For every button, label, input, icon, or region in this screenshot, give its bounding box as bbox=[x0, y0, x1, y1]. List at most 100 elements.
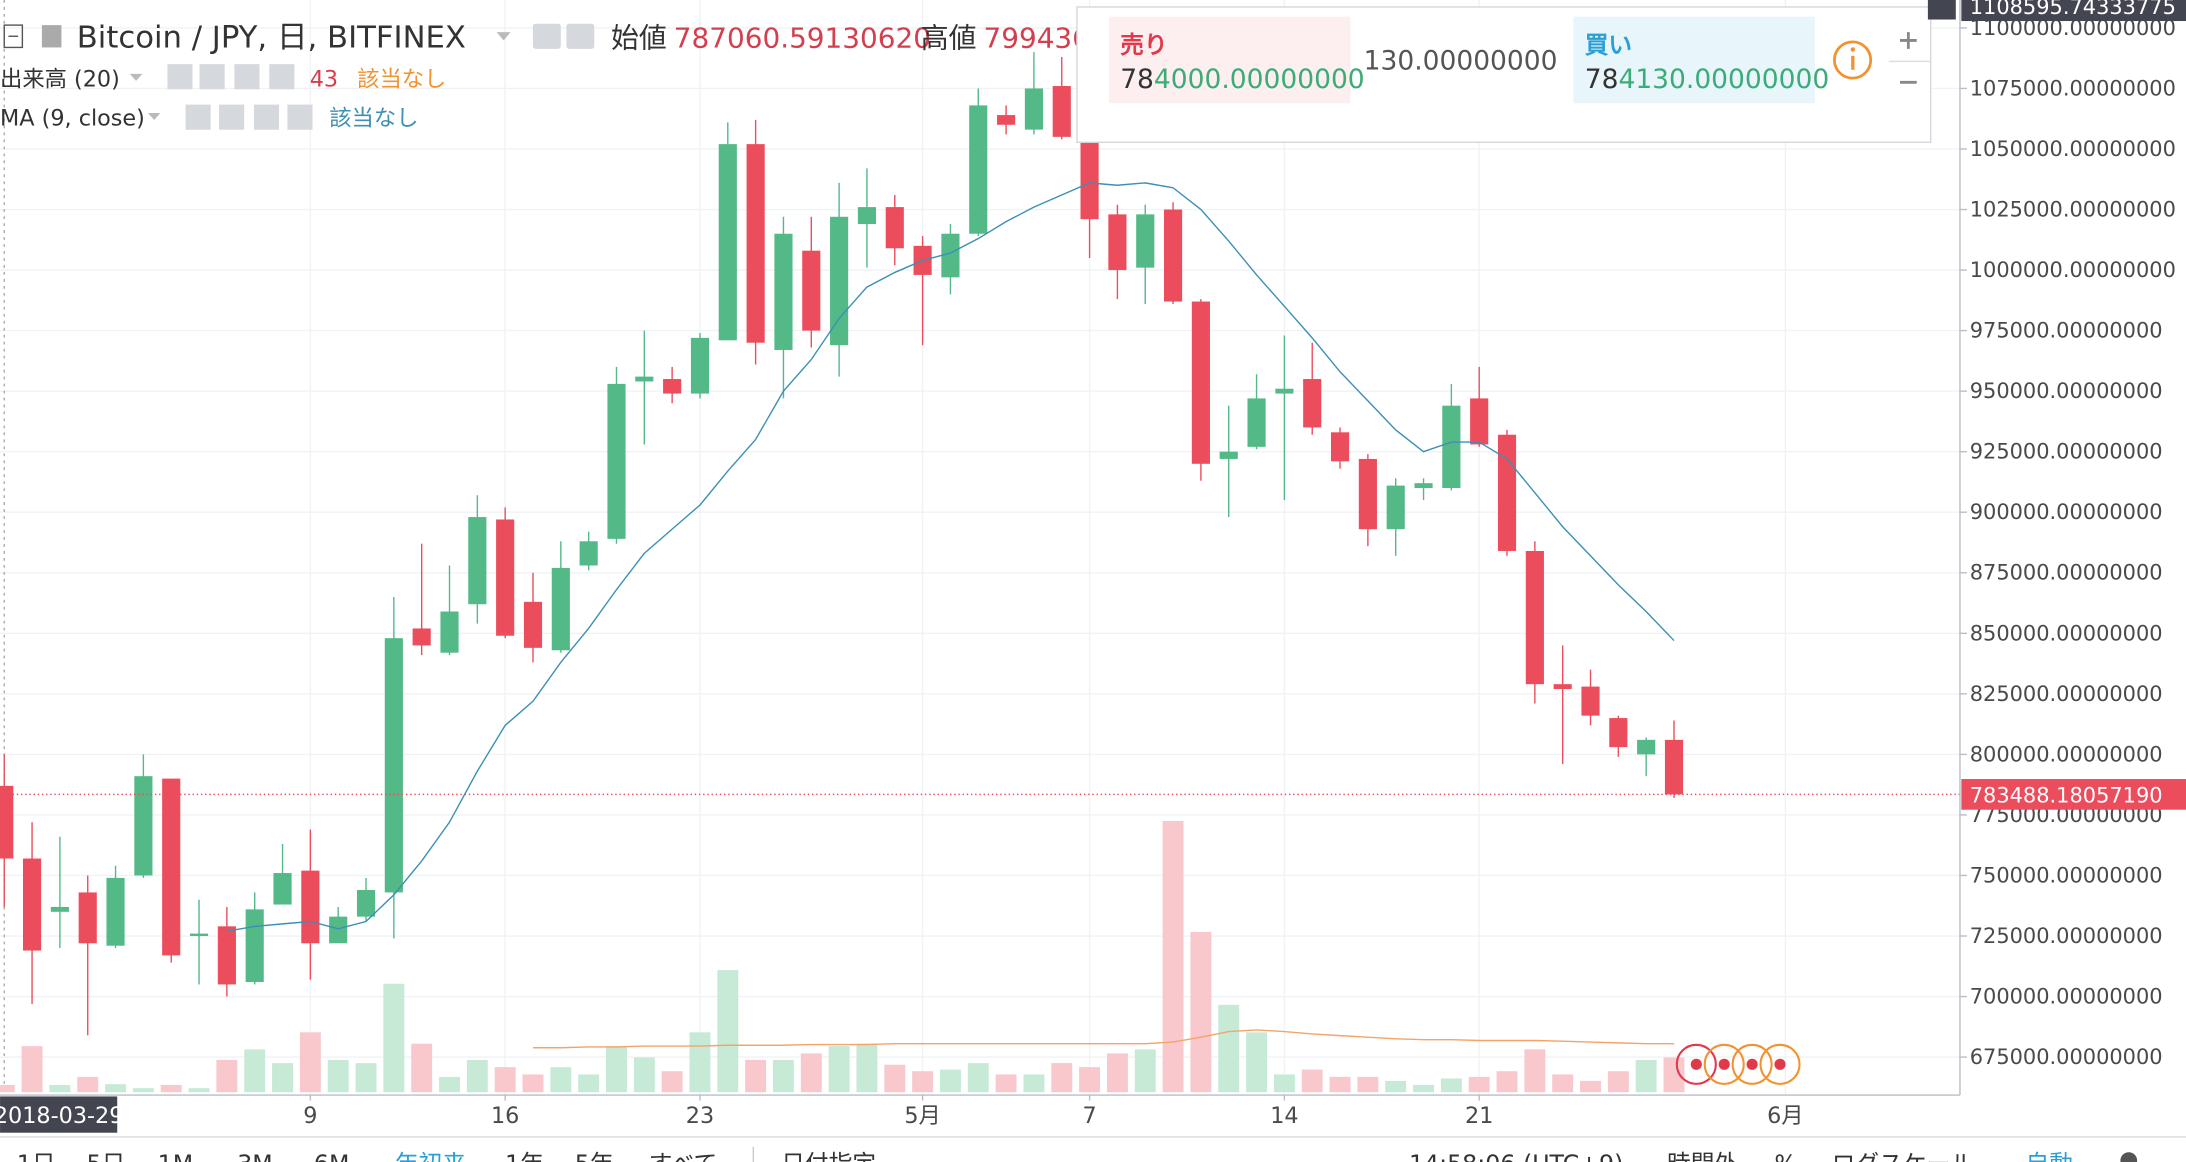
event-dot bbox=[1746, 1058, 1758, 1070]
volume-bar bbox=[995, 1074, 1017, 1093]
quantity[interactable]: 130.00000000 bbox=[1364, 46, 1558, 77]
x-tick-label: 2018-03-29 bbox=[0, 1103, 123, 1129]
y-tick-label: 900000.00000000 bbox=[1970, 500, 2163, 524]
dropdown[interactable] bbox=[129, 73, 143, 81]
add-icon[interactable] bbox=[234, 64, 260, 90]
top-price-label: 1108595.74333775 bbox=[1970, 0, 2176, 19]
candle-body bbox=[1358, 458, 1377, 530]
candle-body bbox=[134, 776, 153, 876]
dropdown[interactable] bbox=[147, 112, 161, 120]
x-tick-label: 9 bbox=[303, 1103, 317, 1129]
x-tick-label: 14 bbox=[1270, 1103, 1298, 1129]
candle-body bbox=[1080, 136, 1099, 220]
x-tick-label: 21 bbox=[1465, 1103, 1493, 1129]
candle-body bbox=[384, 638, 403, 893]
y-tick-label: 1100000.00000000 bbox=[1970, 16, 2176, 40]
toolbar-item: 日付指定 bbox=[781, 1150, 876, 1162]
y-tick-label: 950000.00000000 bbox=[1970, 379, 2163, 403]
volume-bar bbox=[132, 1088, 154, 1093]
candle-body bbox=[1609, 718, 1628, 748]
event-icon[interactable] bbox=[1703, 1043, 1745, 1085]
settings-icon[interactable] bbox=[199, 64, 225, 90]
volume-legend: 出来高 (20) bbox=[0, 66, 120, 92]
sell-price: 784000.00000000 bbox=[1120, 64, 1364, 95]
toolbar-item: すべて bbox=[649, 1150, 718, 1162]
sell-label: 売り bbox=[1120, 31, 1167, 59]
volume-bar bbox=[1329, 1076, 1351, 1093]
high-label: 高値 bbox=[921, 21, 977, 54]
events bbox=[1675, 1043, 1801, 1085]
x-tick-label: 5月 bbox=[904, 1103, 940, 1129]
candle-body bbox=[1581, 686, 1600, 716]
volume-bar bbox=[327, 1059, 349, 1093]
candle-body bbox=[885, 207, 904, 249]
settings-icon[interactable] bbox=[566, 23, 595, 49]
remove-icon[interactable] bbox=[287, 104, 313, 130]
volume-bar bbox=[1385, 1080, 1407, 1093]
add-icon[interactable] bbox=[253, 104, 280, 130]
x-tick-label: 7 bbox=[1082, 1103, 1096, 1129]
event-icon[interactable] bbox=[1675, 1043, 1717, 1085]
volume-bar bbox=[1440, 1078, 1462, 1093]
candle-body bbox=[50, 906, 69, 912]
volume-bar bbox=[105, 1084, 127, 1093]
event-icon[interactable] bbox=[1731, 1043, 1773, 1085]
candle-body bbox=[22, 858, 42, 951]
volume-bar bbox=[411, 1043, 433, 1093]
info-icon-dot bbox=[1850, 47, 1856, 52]
volume-bar bbox=[1162, 821, 1184, 1093]
settings-icon[interactable] bbox=[219, 104, 245, 130]
x-tick-label: 23 bbox=[686, 1103, 714, 1129]
plus-icon[interactable] bbox=[1899, 32, 1917, 49]
top-price-box bbox=[1961, 0, 2186, 22]
candle-body bbox=[579, 541, 598, 566]
candle-body bbox=[997, 115, 1016, 125]
y-tick-label: 825000.00000000 bbox=[1970, 682, 2163, 706]
remove-icon[interactable] bbox=[269, 64, 295, 90]
volume-bar bbox=[884, 1064, 906, 1093]
candle-body bbox=[1637, 739, 1656, 755]
candle-body bbox=[718, 144, 737, 341]
overlay-layer: 783488.18057190 1108595.74333775 1日 5日 1M 3M 6… bbox=[17, 0, 2186, 1162]
volume-bar bbox=[1524, 1049, 1546, 1093]
x-tick-label: 16 bbox=[491, 1103, 519, 1129]
dropdown[interactable] bbox=[496, 32, 511, 41]
eye-icon[interactable] bbox=[532, 23, 561, 49]
volume-bar bbox=[967, 1063, 989, 1093]
candle-body bbox=[1247, 398, 1266, 447]
event-icon[interactable] bbox=[1759, 1043, 1801, 1085]
eye-icon[interactable] bbox=[167, 64, 193, 90]
buy-button[interactable] bbox=[1573, 16, 1815, 104]
volume-bar bbox=[21, 1046, 43, 1093]
toolbar-item: 自動 bbox=[2026, 1150, 2073, 1162]
candle-body bbox=[969, 105, 988, 234]
collapse-icon[interactable] bbox=[3, 24, 24, 49]
ma-line bbox=[226, 182, 1675, 932]
trade-panel: 売り 784000.00000000 130.00000000 買い 78413… bbox=[1076, 6, 1932, 143]
candle-body bbox=[1330, 432, 1350, 462]
volume-bar bbox=[272, 1063, 293, 1093]
sell-button[interactable] bbox=[1109, 16, 1351, 104]
volume-bar bbox=[1357, 1076, 1379, 1093]
volume-bar bbox=[77, 1076, 99, 1093]
candle-body bbox=[468, 517, 487, 605]
y-tick-label: 875000.00000000 bbox=[1970, 561, 2163, 585]
info-icon[interactable] bbox=[1833, 40, 1873, 80]
volume-bar bbox=[1496, 1071, 1518, 1093]
toolbar-item: 年初来 bbox=[395, 1150, 466, 1162]
axis-layer: 675000.00000000 700000.00000000 725000.000… bbox=[0, 16, 2176, 1133]
y-tick-label: 925000.00000000 bbox=[1970, 440, 2163, 464]
candle-body bbox=[523, 601, 543, 648]
toolbar-item: 1日 bbox=[17, 1150, 56, 1162]
volume-bar bbox=[550, 1067, 572, 1093]
eye-icon[interactable] bbox=[185, 104, 211, 130]
candle-body bbox=[106, 877, 125, 946]
volume-bar bbox=[1079, 1067, 1101, 1093]
event-dot bbox=[1774, 1058, 1786, 1070]
volume-bar bbox=[1134, 1049, 1156, 1093]
candle-body bbox=[1303, 379, 1322, 428]
toolbar-item: 時間外 bbox=[1667, 1150, 1738, 1162]
toolbar-item: 14:58:06 (UTC+9) bbox=[1409, 1150, 1623, 1162]
y-tick-label: 975000.00000000 bbox=[1970, 319, 2163, 343]
toolbar-item: 5日 bbox=[87, 1150, 126, 1162]
